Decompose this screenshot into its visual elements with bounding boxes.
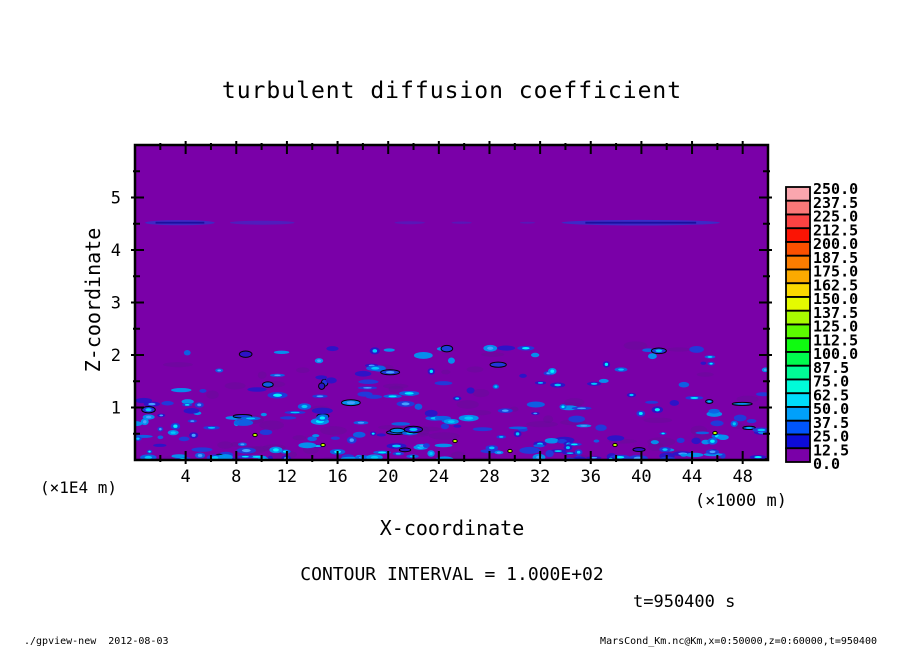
svg-text:87.5: 87.5 <box>813 359 849 377</box>
contour-field <box>135 145 768 460</box>
svg-text:4: 4 <box>181 467 191 487</box>
x-axis-unit-label: (×1000 m) <box>694 491 787 511</box>
svg-text:250.0: 250.0 <box>813 180 858 198</box>
svg-text:3: 3 <box>111 294 121 314</box>
svg-text:36: 36 <box>581 467 601 487</box>
contour-interval-label: CONTOUR INTERVAL = 1.000E+02 <box>300 564 604 585</box>
svg-text:44: 44 <box>682 467 702 487</box>
svg-text:50.0: 50.0 <box>813 400 849 418</box>
z-axis-unit-label: (×1E4 m) <box>40 478 118 497</box>
svg-text:12.5: 12.5 <box>813 441 849 459</box>
axis-ticks <box>131 141 772 464</box>
svg-text:225.0: 225.0 <box>813 208 858 226</box>
svg-text:4: 4 <box>111 241 121 261</box>
plot-border <box>133 143 770 462</box>
svg-text:40: 40 <box>631 467 651 487</box>
page-title: turbulent diffusion coefficient <box>221 78 683 104</box>
svg-text:0.0: 0.0 <box>813 455 840 473</box>
svg-text:24: 24 <box>429 467 449 487</box>
svg-text:5: 5 <box>111 189 121 209</box>
svg-text:112.5: 112.5 <box>813 331 858 349</box>
x-tick-labels: 4 8 12 16 20 24 28 32 36 40 44 48 <box>181 467 753 487</box>
svg-text:212.5: 212.5 <box>813 221 858 239</box>
svg-text:25.0: 25.0 <box>813 428 849 446</box>
footer-program-stamp: ./gpview-new 2012-08-03 <box>24 636 169 647</box>
z-tick-labels: 1 2 3 4 5 <box>111 189 121 419</box>
svg-text:20: 20 <box>378 467 398 487</box>
svg-text:12: 12 <box>277 467 297 487</box>
svg-text:237.5: 237.5 <box>813 194 858 212</box>
svg-text:2: 2 <box>111 346 121 366</box>
svg-text:8: 8 <box>231 467 241 487</box>
svg-text:1: 1 <box>111 399 121 419</box>
svg-text:187.5: 187.5 <box>813 249 858 267</box>
x-axis-label: X-coordinate <box>379 516 525 540</box>
z-axis-label: Z-coordinate <box>81 227 105 373</box>
svg-text:28: 28 <box>479 467 499 487</box>
svg-text:37.5: 37.5 <box>813 414 849 432</box>
svg-text:162.5: 162.5 <box>813 276 858 294</box>
svg-text:32: 32 <box>530 467 550 487</box>
colorbar <box>785 186 811 463</box>
svg-text:175.0: 175.0 <box>813 263 858 281</box>
time-label: t=950400 s <box>633 592 736 612</box>
svg-text:62.5: 62.5 <box>813 386 849 404</box>
svg-text:48: 48 <box>732 467 752 487</box>
footer-data-source: MarsCond_Km.nc@Km,x=0:50000,z=0:60000,t=… <box>600 636 877 647</box>
svg-text:100.0: 100.0 <box>813 345 858 363</box>
svg-text:137.5: 137.5 <box>813 304 858 322</box>
colorbar-labels: 250.0237.5225.0212.5200.0187.5175.0162.5… <box>813 180 858 473</box>
svg-text:16: 16 <box>327 467 347 487</box>
svg-text:125.0: 125.0 <box>813 318 858 336</box>
svg-text:75.0: 75.0 <box>813 373 849 391</box>
svg-text:200.0: 200.0 <box>813 235 858 253</box>
svg-text:150.0: 150.0 <box>813 290 858 308</box>
